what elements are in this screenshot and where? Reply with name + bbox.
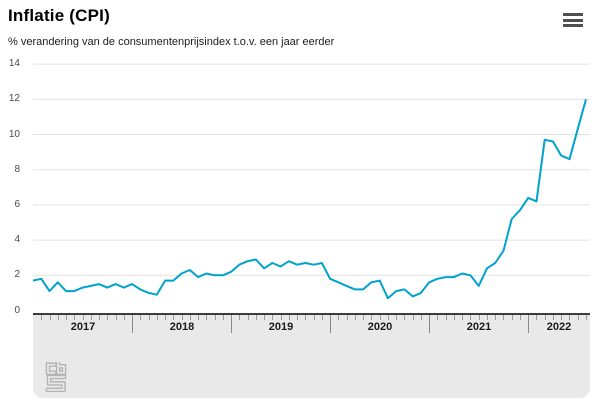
month-tick [503,315,505,320]
menu-bar [563,18,583,22]
month-tick [165,315,166,320]
y-axis-label: 6 [14,199,20,210]
year-divider [132,315,133,333]
month-tick [486,315,488,320]
month-tick [437,315,439,320]
year-label: 2021 [466,321,492,333]
month-tick [453,315,455,320]
y-axis-label: 10 [8,129,20,140]
chart-title: Inflatie (CPI) [8,6,110,25]
month-tick [552,315,554,320]
month-tick [222,315,224,320]
month-tick [66,315,67,320]
month-tick [189,315,191,320]
menu-bar [563,24,583,27]
year-label: 2018 [169,321,195,333]
year-divider [528,315,529,333]
month-tick [41,315,43,320]
year-divider [231,315,232,333]
y-axis-label: 14 [8,58,20,69]
month-tick [57,315,59,320]
month-tick [412,315,414,320]
month-tick [264,315,265,320]
month-tick [305,315,307,320]
month-tick [99,315,100,320]
hamburger-menu-icon[interactable] [563,13,583,29]
time-axis-slider[interactable]: 2017 2018 2019 2020 2021 2022 [33,313,590,398]
month-tick [379,315,381,320]
year-label: 2020 [367,321,393,333]
month-tick [288,315,290,320]
month-tick [519,315,521,320]
month-tick [404,315,406,320]
month-tick [470,315,472,320]
y-axis-label: 2 [14,269,20,280]
month-tick [346,315,348,320]
month-tick [561,315,562,320]
month-tick [371,315,373,320]
month-tick [123,315,125,320]
month-tick [74,315,76,320]
year-label: 2022 [546,321,572,333]
month-tick [354,315,356,320]
inflation-line [32,99,587,300]
month-tick [495,315,496,320]
month-tick [239,315,241,320]
month-tick [478,315,480,320]
month-tick [363,315,364,320]
month-tick [255,315,257,320]
month-tick [49,315,51,320]
month-tick [148,315,150,320]
year-label: 2019 [268,321,294,333]
month-tick [511,315,513,320]
month-tick [206,315,208,320]
chart-subtitle: % verandering van de consumentenprijsind… [8,36,335,48]
y-axis-label: 4 [14,234,20,245]
month-tick [156,315,158,320]
month-tick [313,315,315,320]
cbs-logo [45,362,67,392]
month-tick [173,315,175,320]
month-tick [420,315,422,320]
month-tick [181,315,183,320]
month-tick [577,315,579,320]
month-tick [107,315,109,320]
month-tick [115,315,117,320]
month-tick [272,315,274,320]
month-tick [462,315,463,320]
month-tick [198,315,199,320]
year-label: 2017 [70,321,96,333]
month-tick [544,315,546,320]
year-divider [330,315,331,333]
month-tick [536,315,538,320]
y-axis-label: 8 [14,164,20,175]
year-divider [429,315,430,333]
month-tick [90,315,92,320]
month-tick [569,315,571,320]
month-tick [214,315,216,320]
menu-bar [563,13,583,16]
month-tick [140,315,142,320]
y-axis-label: 0 [14,305,20,316]
month-tick [297,315,298,320]
month-tick [82,315,84,320]
month-tick [396,315,397,320]
month-tick [338,315,340,320]
month-tick [321,315,323,320]
month-tick [445,315,447,320]
month-tick [247,315,249,320]
month-tick [280,315,282,320]
y-axis-label: 12 [8,93,20,104]
month-tick [387,315,389,320]
month-tick [585,315,587,320]
